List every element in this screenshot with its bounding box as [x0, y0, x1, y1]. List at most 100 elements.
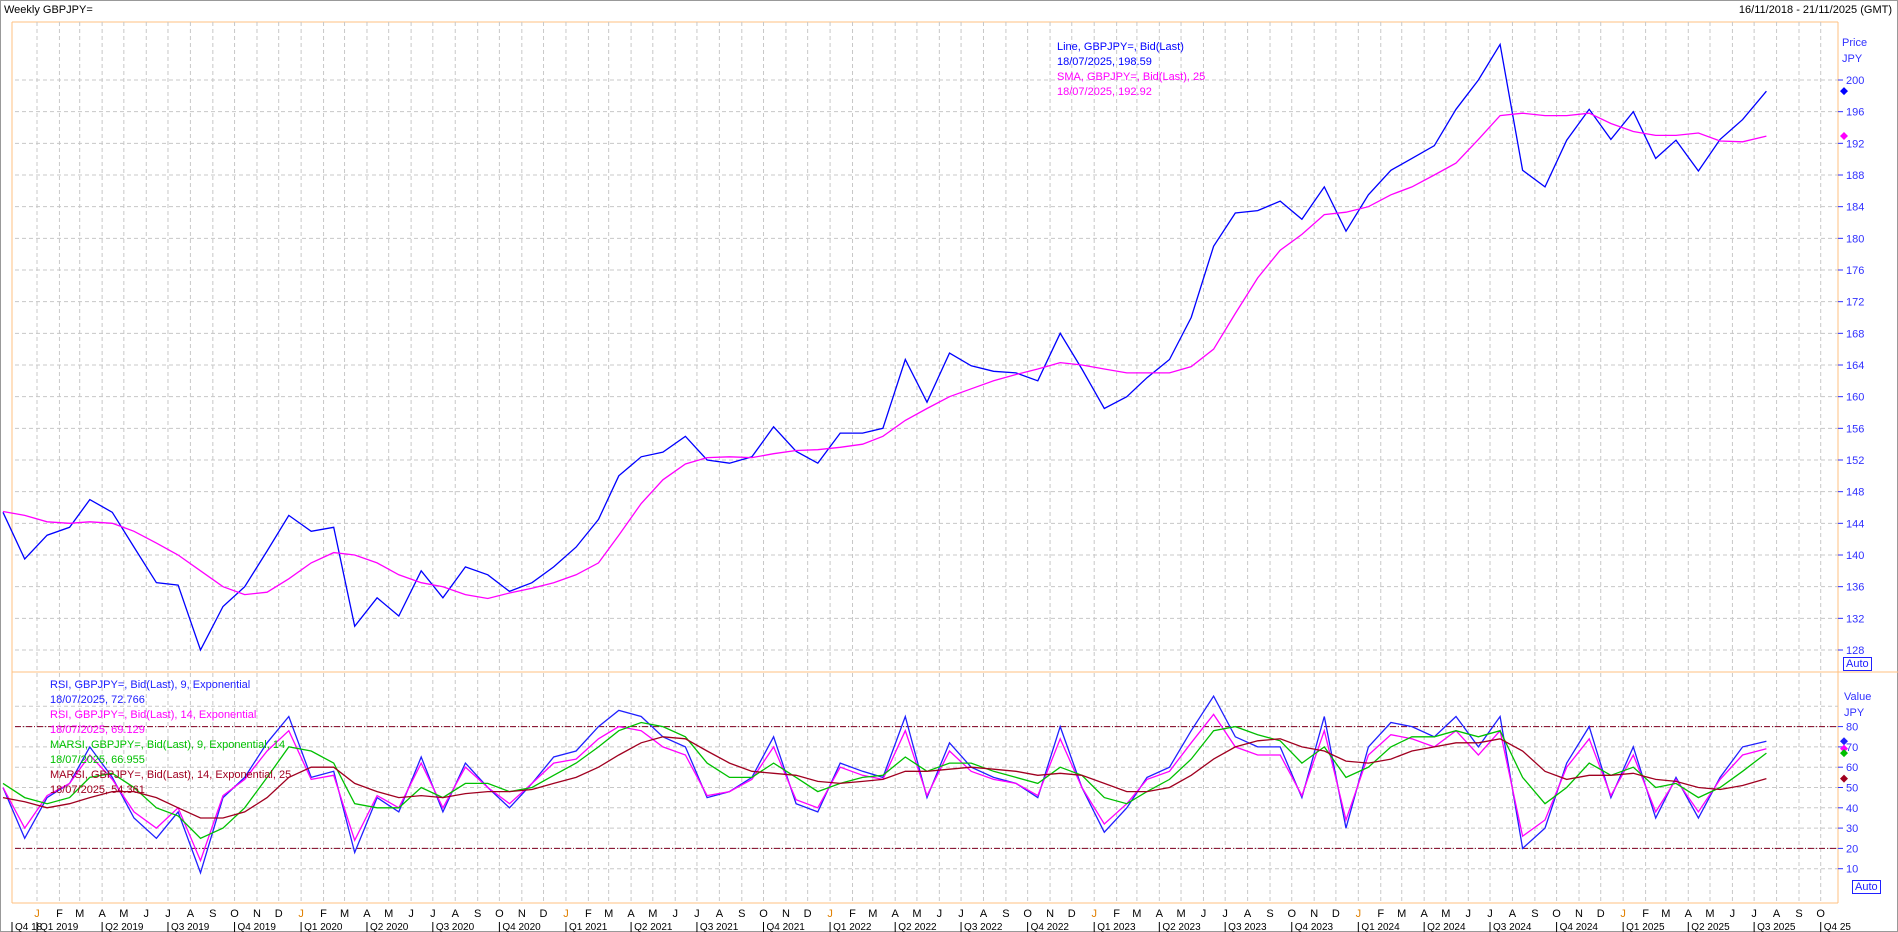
month-label: J: [430, 908, 436, 920]
marsi14-line-last-value-marker: [1840, 774, 1848, 783]
month-label: M: [1661, 908, 1670, 920]
price-tick-label: 164: [1846, 360, 1864, 372]
legend-entry: MARSI, GBPJPY=, Bid(Last), 9, Exponentia…: [50, 739, 286, 751]
legend-entry: RSI, GBPJPY=, Bid(Last), 9, Exponential: [50, 679, 251, 691]
sma-line-last-value-marker: [1840, 132, 1848, 141]
quarter-label: Q4 25: [1824, 922, 1852, 932]
month-label: M: [1176, 908, 1185, 920]
quarter-label: Q1 2019: [40, 922, 79, 932]
month-label: M: [912, 908, 921, 920]
month-label: A: [187, 908, 195, 920]
rsi-legend: RSI, GBPJPY=, Bid(Last), 9, Exponential 1…: [50, 678, 291, 798]
month-label: F: [56, 908, 63, 920]
rsi-axis-unit: JPY: [1844, 707, 1865, 719]
month-label: F: [585, 908, 592, 920]
month-label: M: [1705, 908, 1714, 920]
rsi14-line-last-value-marker: [1840, 744, 1848, 753]
rsi9-line: [2, 694, 1767, 875]
quarter-label: Q3 2025: [1757, 922, 1796, 932]
quarter-label: Q1 2021: [569, 922, 608, 932]
rsi-tick-label: 40: [1846, 803, 1858, 815]
quarter-label: Q2 2025: [1691, 922, 1730, 932]
quarter-label: Q4 2020: [502, 922, 541, 932]
month-label: J: [1222, 908, 1228, 920]
month-label: A: [98, 908, 106, 920]
price-tick-label: 156: [1846, 423, 1864, 435]
month-label: A: [627, 908, 635, 920]
month-label: M: [1132, 908, 1141, 920]
month-label: A: [452, 908, 460, 920]
chart-title: Weekly GBPJPY=: [4, 4, 93, 16]
date-range: 16/11/2018 - 21/11/2025 (GMT): [1738, 4, 1892, 16]
quarter-label: Q2 2021: [634, 922, 673, 932]
month-label: A: [980, 908, 988, 920]
rsi-tick-label: 80: [1846, 722, 1858, 734]
price-tick-label: 172: [1846, 297, 1864, 309]
month-label: N: [782, 908, 790, 920]
month-label: D: [540, 908, 548, 920]
month-label: A: [1773, 908, 1781, 920]
quarter-label: Q1 2020: [304, 922, 343, 932]
month-label: M: [1397, 908, 1406, 920]
month-label: J: [1751, 908, 1757, 920]
month-label: J: [958, 908, 964, 920]
month-label: A: [716, 908, 724, 920]
month-label: A: [363, 908, 371, 920]
month-label: O: [759, 908, 768, 920]
month-label: J: [1620, 908, 1626, 920]
legend-entry: 18/07/2025, 72.766: [50, 694, 145, 706]
quarter-label: Q4 2022: [1031, 922, 1070, 932]
legend-entry: 18/07/2025, 66.955: [50, 754, 145, 766]
quarter-label: Q2 2022: [898, 922, 937, 932]
month-label: J: [1466, 908, 1472, 920]
month-label: M: [1441, 908, 1450, 920]
month-label: N: [518, 908, 526, 920]
month-label: M: [340, 908, 349, 920]
price-line-last-value-marker: [1840, 87, 1848, 96]
month-label: M: [648, 908, 657, 920]
month-label: A: [1244, 908, 1252, 920]
month-label: M: [868, 908, 877, 920]
price-tick-label: 188: [1846, 170, 1864, 182]
price-tick-label: 136: [1846, 582, 1864, 594]
rsi-tick-label: 50: [1846, 783, 1858, 795]
legend-entry: 18/07/2025, 192.92: [1057, 86, 1152, 98]
month-label: A: [1420, 908, 1428, 920]
price-auto-scale-button[interactable]: Auto: [1843, 657, 1872, 671]
rsi-tick-label: 70: [1846, 742, 1858, 754]
quarter-label: Q1 2022: [833, 922, 872, 932]
rsi9-line-last-value-marker: [1840, 737, 1848, 746]
month-label: J: [1201, 908, 1207, 920]
rsi-tick-label: 10: [1846, 864, 1858, 876]
price-tick-label: 192: [1846, 138, 1864, 150]
quarter-label: Q1 2025: [1626, 922, 1665, 932]
price-tick-label: 152: [1846, 455, 1864, 467]
legend-entry: 18/07/2025, 198.59: [1057, 56, 1152, 68]
month-label: D: [1332, 908, 1340, 920]
rsi-tick-label: 20: [1846, 843, 1858, 855]
month-label: N: [253, 908, 261, 920]
price-tick-label: 168: [1846, 328, 1864, 340]
month-label: M: [75, 908, 84, 920]
month-label: J: [408, 908, 414, 920]
quarter-label: Q3 2019: [171, 922, 210, 932]
month-label: N: [1310, 908, 1318, 920]
quarter-label: Q4 18: [15, 922, 43, 932]
legend-entry: SMA, GBPJPY=, Bid(Last), 25: [1057, 71, 1206, 83]
time-auto-scale-button[interactable]: Auto: [1852, 880, 1881, 894]
quarter-label: Q1 2023: [1097, 922, 1136, 932]
month-label: J: [34, 908, 40, 920]
month-label: J: [1730, 908, 1736, 920]
price-line: [2, 42, 1767, 652]
quarter-label: Q2 2019: [105, 922, 144, 932]
price-legend: Line, GBPJPY=, Bid(Last) 18/07/2025, 198.…: [1057, 40, 1205, 100]
month-label: D: [1068, 908, 1076, 920]
month-label: N: [1046, 908, 1054, 920]
legend-entry: Line, GBPJPY=, Bid(Last): [1057, 41, 1184, 53]
quarter-label: Q1 2024: [1361, 922, 1400, 932]
month-label: O: [1816, 908, 1825, 920]
rsi-tick-label: 30: [1846, 823, 1858, 835]
month-label: J: [1091, 908, 1097, 920]
month-label: S: [1266, 908, 1273, 920]
